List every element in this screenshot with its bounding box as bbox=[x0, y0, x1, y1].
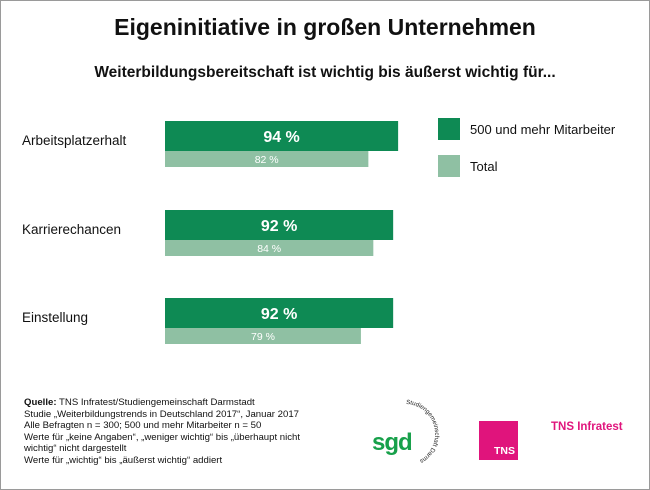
source-line-5: Werte für „wichtig“ bis „äußerst wichtig… bbox=[24, 454, 223, 466]
bar-series-1-1 bbox=[165, 121, 399, 151]
bar-series-2-3 bbox=[165, 328, 361, 344]
legend-label-series-2: Total bbox=[470, 158, 498, 174]
data-label-series-2-2: 84 % bbox=[257, 243, 281, 255]
chart-title: Eigeninitiative in großen Unternehmen bbox=[114, 14, 536, 40]
sgd-logo: sgd Studiengemeinschaft Darmstadt bbox=[368, 398, 440, 465]
category-label-3: Einstellung bbox=[22, 310, 88, 325]
data-label-series-2-3: 79 % bbox=[251, 331, 275, 343]
tns-logo-box: TNS bbox=[479, 421, 518, 460]
source-line-0: Quelle: TNS Infratest/Studiengemeinschaf… bbox=[24, 397, 384, 409]
category-label-2: Karrierechancen bbox=[22, 222, 121, 237]
legend-item-series-2: Total bbox=[438, 155, 497, 177]
data-label-series-1-3: 92 % bbox=[261, 306, 297, 323]
legend-swatch-series-1 bbox=[438, 118, 460, 140]
source-line-3: Werte für „keine Angaben“, „weniger wich… bbox=[24, 431, 301, 443]
tns-infratest-logo-text: TNS Infratest bbox=[551, 421, 623, 433]
source-note: Quelle: TNS Infratest/Studiengemeinschaf… bbox=[24, 397, 384, 467]
category-label-1: Arbeitsplatzerhalt bbox=[22, 133, 127, 148]
bar-series-1-2 bbox=[165, 210, 394, 240]
source-label: Quelle: bbox=[24, 397, 57, 408]
source-line-1: Studie „Weiterbildungstrends in Deutschl… bbox=[24, 408, 300, 420]
chart-subtitle: Weiterbildungsbereitschaft ist wichtig b… bbox=[94, 64, 556, 81]
source-line-0-text: TNS Infratest/Studiengemeinschaft Darmst… bbox=[59, 397, 255, 408]
legend-label-series-1: 500 und mehr Mitarbeiter bbox=[470, 121, 616, 137]
bar-series-2-2 bbox=[165, 240, 374, 256]
data-label-series-1-2: 92 % bbox=[261, 218, 297, 235]
legend-swatch-series-2 bbox=[438, 155, 460, 177]
source-line-2: Alle Befragten n = 300; 500 und mehr Mit… bbox=[24, 420, 262, 432]
sgd-mark-text: sgd bbox=[372, 429, 412, 456]
legend-item-series-1: 500 und mehr Mitarbeiter bbox=[438, 118, 615, 140]
source-line-4: wichtig“ nicht dargestellt bbox=[24, 443, 127, 455]
bar-series-2-1 bbox=[165, 151, 369, 167]
data-label-series-2-1: 82 % bbox=[255, 154, 279, 166]
tns-logo-box-text: TNS bbox=[494, 445, 515, 457]
bar-series-1-3 bbox=[165, 298, 394, 328]
data-label-series-1-1: 94 % bbox=[263, 129, 299, 146]
